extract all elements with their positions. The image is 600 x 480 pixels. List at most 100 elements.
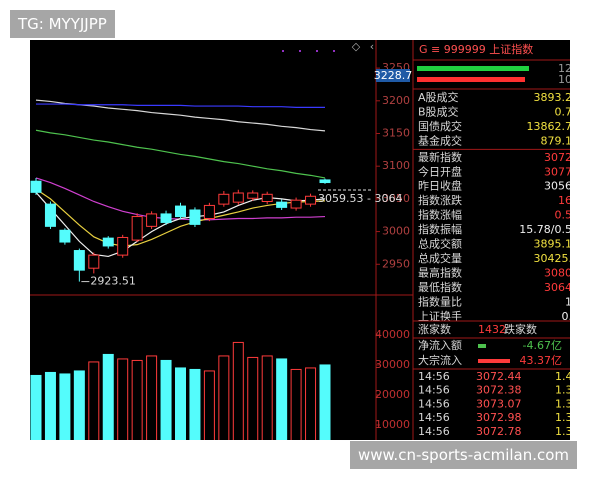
row-label: B股成交 — [418, 104, 459, 118]
row-value: 3080 — [544, 266, 572, 279]
y-tick-label: 3050 — [382, 192, 410, 205]
watermark: www.cn-sports-acmilan.com — [350, 441, 578, 469]
volume-bar — [261, 355, 273, 440]
row-label: 最低指数 — [418, 280, 462, 294]
candle-body — [319, 179, 331, 184]
row-value: 16 — [558, 194, 572, 207]
volume-bar — [203, 370, 215, 440]
volume-bar — [232, 341, 244, 440]
row-label: 国债成交 — [418, 119, 462, 133]
volume-bar — [175, 367, 186, 440]
flow-label: 净流入额 — [418, 338, 462, 352]
row-label: 最高指数 — [418, 265, 462, 279]
tick-volume: 1.4 — [555, 370, 573, 383]
volume-bar — [102, 353, 114, 440]
row-label: 昨日收盘 — [418, 179, 462, 193]
row-value: 3077 — [544, 165, 572, 178]
candle-body — [102, 237, 114, 247]
moving-average — [36, 103, 325, 108]
y-tick-label: 20000 — [375, 388, 410, 401]
ratio-bar — [417, 77, 525, 82]
tick-time: 14:56 — [418, 425, 450, 438]
candle-body — [175, 205, 186, 218]
y-tick-label: 40000 — [375, 328, 410, 341]
candle-body — [88, 254, 100, 269]
row-label: 基金成交 — [418, 133, 462, 147]
tick-price: 3072.38 — [476, 384, 522, 397]
volume-bar — [305, 367, 317, 440]
tick-volume: 1.3 — [555, 397, 573, 410]
candle-body — [131, 216, 143, 241]
tick-time: 14:56 — [418, 411, 450, 424]
volume-bar — [44, 371, 56, 440]
volume-bar — [88, 361, 100, 440]
row-value: 879.1 — [541, 134, 573, 147]
row-label: A股成交 — [418, 90, 459, 104]
row-value: 15.78/0.5 — [519, 223, 572, 236]
row-label: 最新指数 — [418, 150, 462, 164]
row-value: 0.7 — [555, 105, 573, 118]
low-label: 2923.51 — [90, 275, 136, 288]
candle-body — [189, 209, 201, 225]
volume-bar — [218, 355, 230, 440]
icon[interactable]: ◇ — [352, 40, 361, 53]
volume-bar — [276, 358, 288, 440]
volume-bar — [117, 358, 129, 440]
tick-price: 3072.98 — [476, 411, 522, 424]
candle-body — [146, 213, 158, 227]
row-value: 0.5 — [555, 209, 573, 222]
bar-value: 12 — [558, 62, 572, 75]
tick-time: 14:56 — [418, 384, 450, 397]
tick-price: 3073.07 — [476, 397, 522, 410]
row-value: 3893.2 — [534, 91, 573, 104]
candle-body — [247, 192, 259, 199]
breadth-label: 涨家数 — [418, 322, 451, 336]
tick-volume: 1.3 — [555, 425, 573, 438]
tick-volume: 1.3 — [555, 384, 573, 397]
flow-value: 43.37亿 — [520, 354, 563, 367]
y-tick-label: 3000 — [382, 225, 410, 238]
row-value: 3895.1 — [534, 238, 573, 251]
row-value: 3056 — [544, 180, 572, 193]
content: ◇ ‹ 295030003050310031503200325010000200… — [30, 40, 573, 440]
candle-body — [59, 229, 71, 243]
volume-bar — [146, 355, 158, 440]
candle-body — [218, 193, 230, 205]
flow-bar — [478, 344, 486, 348]
candle-body — [203, 204, 215, 220]
breadth-label: 跌家数 — [504, 322, 537, 336]
candle-body — [290, 199, 302, 209]
tick-price: 3072.44 — [476, 370, 522, 383]
price-box — [376, 69, 410, 82]
tick-time: 14:56 — [418, 370, 450, 383]
icon[interactable]: ‹ — [370, 40, 374, 53]
row-value: 1 — [565, 295, 572, 308]
row-label: 今日开盘 — [418, 164, 462, 178]
row-value: 0. — [562, 310, 573, 323]
row-value: 3064 — [544, 281, 572, 294]
tick-volume: 1.3 — [555, 411, 573, 424]
row-label: 指数涨幅 — [418, 208, 462, 222]
volume-bar — [319, 364, 331, 440]
moving-average — [35, 129, 326, 179]
range-label: 3059.53 - 3064 — [318, 192, 402, 205]
volume-bar — [30, 374, 42, 440]
y-tick-label: 3100 — [382, 159, 410, 172]
tick-time: 14:56 — [418, 397, 450, 410]
row-label: 总成交量 — [418, 251, 462, 265]
volume-bar — [73, 370, 85, 440]
panel-header: G ≡ 999999 上证指数 — [419, 42, 533, 56]
candle-body — [232, 192, 244, 203]
candle-body — [261, 193, 273, 203]
y-tick-label: 2950 — [382, 257, 410, 270]
candle-body — [160, 213, 172, 223]
volume-bar — [131, 359, 143, 440]
candle-body — [44, 203, 56, 227]
breadth-value: 1432 — [478, 323, 506, 336]
current-box-label: 3228.7 — [374, 69, 413, 82]
watermark: TG: MYYJJPP — [10, 10, 115, 38]
tick-price: 3072.78 — [476, 425, 522, 438]
row-label: 指数振幅 — [418, 222, 462, 236]
